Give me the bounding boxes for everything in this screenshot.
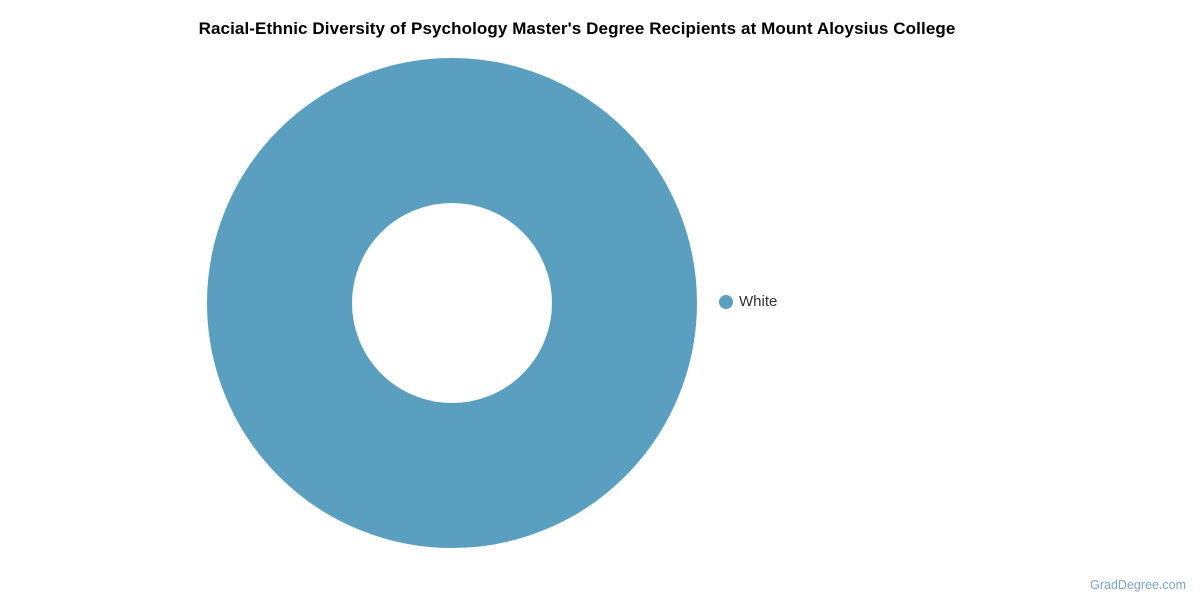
chart-title: Racial-Ethnic Diversity of Psychology Ma…: [198, 19, 956, 38]
legend-marker-icon: [719, 295, 733, 309]
donut-slice-white[interactable]: [207, 58, 697, 548]
legend-label: White: [739, 293, 778, 310]
watermark-link[interactable]: GradDegree.com: [1090, 578, 1186, 592]
legend: White: [719, 293, 777, 311]
legend-item-white[interactable]: White: [719, 293, 777, 311]
